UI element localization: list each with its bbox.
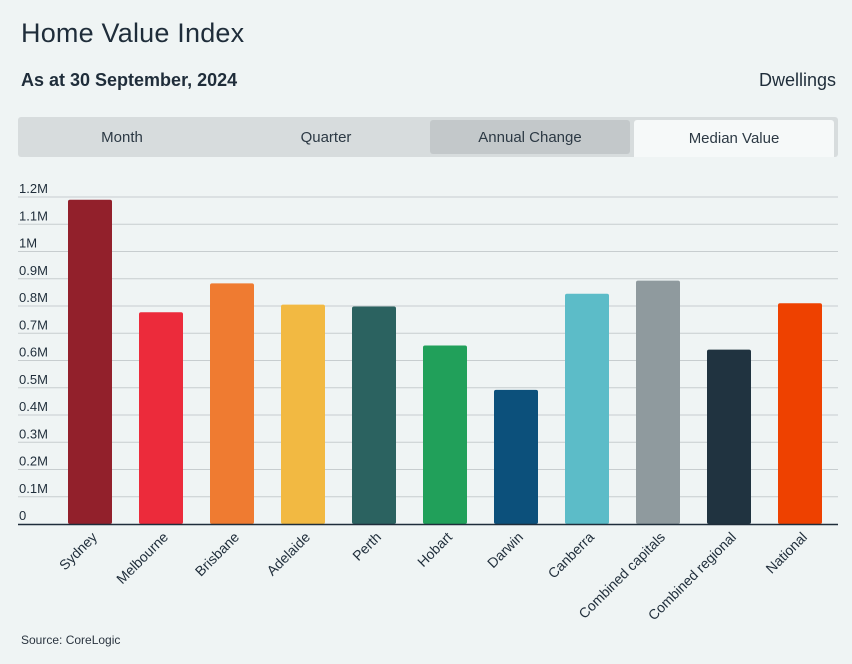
x-tick-label: Perth [349,529,384,564]
tab-month[interactable]: Month [101,128,143,146]
y-tick-label: 0.9M [19,263,48,278]
y-tick-label: 0.3M [19,426,48,441]
y-tick-label: 1.1M [19,208,48,223]
bar-canberra[interactable] [565,293,609,524]
x-tick-label: Brisbane [192,529,243,580]
x-tick-label: Adelaide [263,529,313,579]
y-tick-label: 0.7M [19,317,48,332]
x-tick-label: National [762,529,810,577]
page-title: Home Value Index [21,18,245,48]
bar-combined-regional[interactable] [707,349,751,524]
bar-hobart[interactable] [423,345,467,524]
dwellings-label: Dwellings [758,70,836,90]
y-tick-label: 0.8M [19,290,48,305]
y-axis-ticks: 0 0.1M 0.2M 0.3M 0.4M 0.5M 0.6M 0.7M 0.8M 0.9M 1M 1… [19,181,48,523]
bar-perth[interactable] [352,306,396,524]
bar-national[interactable] [778,303,822,524]
y-tick-label: 0.4M [19,399,48,414]
bar-sydney[interactable] [68,199,112,524]
bar-melbourne[interactable] [139,312,183,524]
x-tick-label: Melbourne [113,529,171,587]
source-note: Source: CoreLogic [21,633,121,647]
y-tick-label: 0 [19,508,26,523]
x-tick-label: Hobart [414,529,455,570]
bar-brisbane[interactable] [210,283,254,524]
x-axis-ticks: Sydney Melbourne Brisbane Adelaide Perth Hoba… [56,529,810,624]
tab-quarter[interactable]: Quarter [300,128,352,146]
x-tick-label: Canberra [545,529,598,582]
bars [68,199,822,524]
x-tick-label: Sydney [56,529,100,573]
y-tick-label: 0.2M [19,454,48,469]
y-tick-label: 0.1M [19,481,48,496]
bar-adelaide[interactable] [281,304,325,524]
y-tick-label: 1M [19,236,37,251]
date-subtitle: As at 30 September, 2024 [21,70,238,90]
tab-median-value[interactable]: Median Value [634,120,834,157]
bar-combined-capitals[interactable] [636,280,680,524]
x-tick-label: Darwin [484,529,526,571]
y-tick-label: 0.5M [19,372,48,387]
view-tabs: Month Quarter Annual Change Median Value [18,117,838,157]
tab-annual-change[interactable]: Annual Change [430,120,630,154]
median-value-bar-chart: 0 0.1M 0.2M 0.3M 0.4M 0.5M 0.6M 0.7M 0.8M 0.9M 1M 1… [18,181,838,624]
y-tick-label: 0.6M [19,345,48,360]
bar-darwin[interactable] [494,389,538,524]
y-tick-label: 1.2M [19,181,48,196]
